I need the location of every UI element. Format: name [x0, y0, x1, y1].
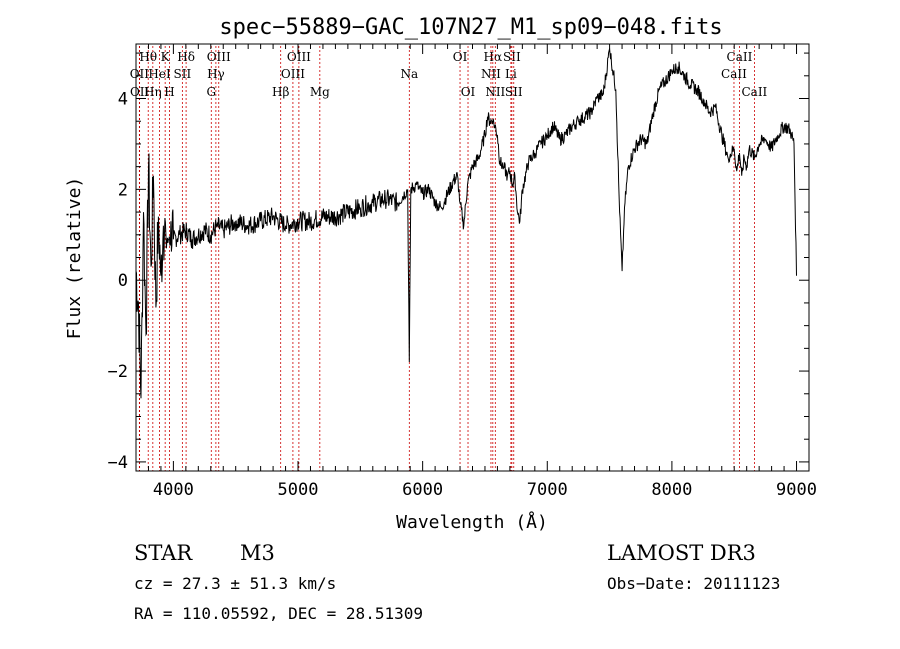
- line-marker-label: SII: [505, 85, 523, 99]
- line-marker-label: Mg: [310, 85, 330, 99]
- line-marker-label: OIII: [287, 50, 311, 64]
- y-tick-label: 2: [118, 180, 128, 200]
- y-tick-label: −4: [108, 453, 128, 473]
- line-marker-label: SII: [174, 67, 192, 81]
- x-tick-label: 6000: [402, 480, 443, 500]
- line-marker-label: Hβ: [272, 85, 289, 99]
- line-marker-label: K: [161, 50, 171, 64]
- line-marker-label: G: [206, 85, 216, 99]
- line-marker-label: CaII: [741, 85, 767, 99]
- observation-date: Obs−Date: 20111123: [607, 574, 780, 593]
- line-marker-label: Hα: [484, 50, 503, 64]
- x-axis: 4000 5000 6000 7000 8000 9000: [135, 44, 817, 500]
- line-marker-label: Hθ: [139, 50, 157, 64]
- line-marker-label: NII: [485, 85, 505, 99]
- x-tick-label: 4000: [153, 480, 194, 500]
- redshift-velocity: cz = 27.3 ± 51.3 km/s: [134, 574, 336, 593]
- object-class: STAR: [134, 541, 193, 565]
- spectrum-series: [135, 48, 797, 399]
- y-axis-label: Flux (relative): [64, 177, 85, 340]
- coordinates: RA = 110.05592, DEC = 28.51309: [134, 604, 423, 623]
- x-tick-label: 9000: [776, 480, 817, 500]
- chart-title: spec−55889−GAC_107N27_M1_sp09−048.fits: [219, 15, 722, 40]
- line-marker-label: CaII: [727, 50, 753, 64]
- line-marker-label: HeI: [148, 67, 171, 81]
- line-marker-label: Li: [505, 67, 517, 81]
- y-tick-label: −2: [108, 362, 128, 382]
- y-axis: −4 −2 0 2 4: [108, 52, 809, 473]
- x-tick-label: 8000: [651, 480, 692, 500]
- line-marker-label: OII: [130, 85, 150, 99]
- line-marker-label: Hδ: [177, 50, 195, 64]
- x-axis-label: Wavelength (Å): [396, 511, 548, 533]
- x-tick-label: 7000: [527, 480, 568, 500]
- line-marker-label: SII: [503, 50, 521, 64]
- x-tick-label: 5000: [278, 480, 319, 500]
- object-subclass: M3: [240, 541, 275, 565]
- y-tick-label: 4: [118, 90, 128, 110]
- line-marker-label: OI: [453, 50, 468, 64]
- line-marker-label: Hη: [144, 85, 162, 99]
- line-marker-label: CaII: [721, 67, 747, 81]
- line-marker-label: NII: [481, 67, 501, 81]
- y-tick-label: 0: [118, 271, 128, 291]
- line-marker-label: Hγ: [207, 67, 225, 81]
- survey-name: LAMOST DR3: [607, 541, 756, 565]
- line-marker-label: OI: [461, 85, 476, 99]
- line-marker-label: H: [164, 85, 174, 99]
- line-marker-label: OIII: [281, 67, 305, 81]
- line-marker-label: Na: [400, 67, 418, 81]
- line-marker-label: OIII: [207, 50, 231, 64]
- spectrum-line: [135, 48, 797, 399]
